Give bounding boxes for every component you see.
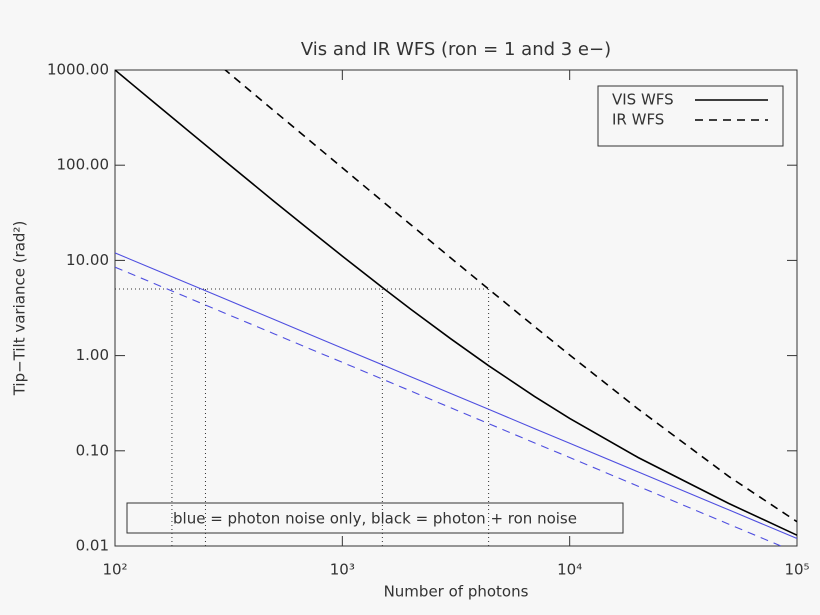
- y-tick-label: 0.01: [76, 537, 109, 555]
- y-tick-label: 0.10: [76, 441, 109, 459]
- x-axis-label: Number of photons: [384, 583, 529, 601]
- x-tick-label: 10³: [330, 561, 355, 579]
- y-tick-label: 100.00: [57, 156, 110, 174]
- annotation-box: [126, 502, 624, 534]
- x-tick-label: 10⁴: [557, 561, 582, 579]
- y-tick-label: 10.00: [66, 251, 109, 269]
- series-line: [224, 70, 797, 523]
- plot-frame: [114, 69, 798, 547]
- x-tick-label: 10²: [102, 561, 127, 579]
- y-tick-label: 1.00: [76, 346, 109, 364]
- y-tick-label: 1000.00: [47, 61, 109, 79]
- series-line: [115, 70, 797, 536]
- legend-label: IR WFS: [612, 111, 664, 129]
- series-line: [115, 252, 797, 540]
- x-tick-label: 10⁵: [784, 561, 809, 579]
- annotation: blue = photon noise only, black = photon…: [173, 510, 577, 528]
- chart-title: Vis and IR WFS (ron = 1 and 3 e−): [301, 39, 611, 60]
- legend-label: VIS WFS: [612, 91, 674, 109]
- plot-area: [115, 70, 797, 546]
- legend-box: [597, 85, 784, 147]
- y-axis-label: Tip−Tilt variance (rad²): [11, 221, 29, 397]
